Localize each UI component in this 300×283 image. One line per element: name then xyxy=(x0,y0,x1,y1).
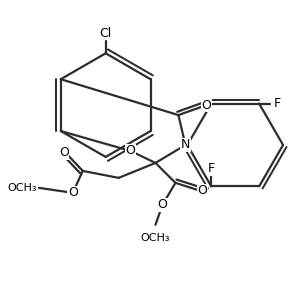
Text: O: O xyxy=(158,198,167,211)
Text: OCH₃: OCH₃ xyxy=(8,183,37,193)
Text: N: N xyxy=(181,138,190,151)
Text: O: O xyxy=(126,144,136,157)
Text: OCH₃: OCH₃ xyxy=(141,233,170,243)
Text: O: O xyxy=(68,186,78,199)
Text: O: O xyxy=(59,147,69,159)
Text: F: F xyxy=(208,162,215,175)
Text: O: O xyxy=(197,184,207,197)
Text: F: F xyxy=(274,97,280,110)
Text: O: O xyxy=(201,98,211,112)
Text: Cl: Cl xyxy=(100,27,112,40)
